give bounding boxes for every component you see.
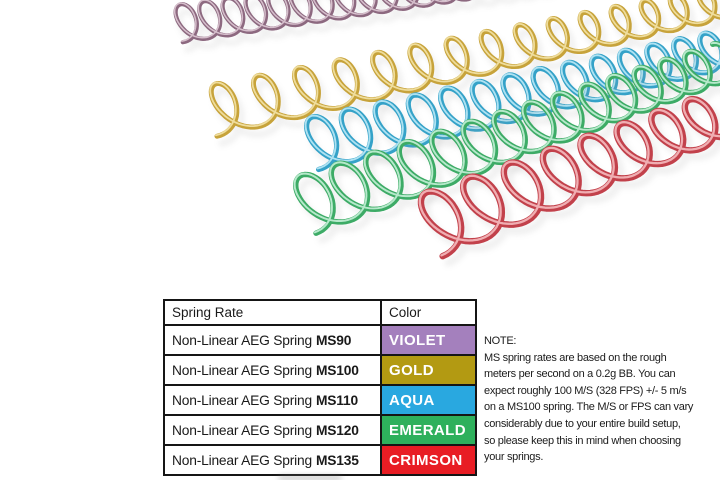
model-name: MS90: [315, 332, 352, 348]
color-name-label: EMERALD: [389, 421, 466, 439]
model-name: MS110: [315, 392, 358, 408]
model-name: MS135: [315, 452, 359, 468]
color-swatch-aqua: AQUA: [380, 384, 477, 416]
model-name: MS100: [315, 362, 359, 378]
note-block: NOTE: MS spring rates are based on the r…: [484, 333, 720, 466]
gold-spring: [208, 0, 720, 147]
color-swatch-gold: GOLD: [380, 354, 477, 386]
table-row: Non-Linear AEG Spring MS135 CRIMSON: [163, 444, 477, 476]
rate-cell-ms120: Non-Linear AEG Spring MS120: [163, 414, 382, 446]
table-row: Non-Linear AEG Spring MS100 GOLD: [163, 354, 477, 386]
header-color: Color: [380, 299, 477, 326]
table-header-row: Spring Rate Color: [163, 299, 477, 326]
color-swatch-violet: VIOLET: [380, 324, 477, 356]
note-body: MS spring rates are based on the rough m…: [484, 351, 694, 464]
color-swatch-emerald: EMERALD: [380, 414, 477, 446]
header-spring-rate: Spring Rate: [163, 299, 382, 326]
product-name: Non-Linear AEG Spring: [172, 392, 312, 408]
crimson-spring: [417, 86, 720, 267]
table-row: Non-Linear AEG Spring MS90 VIOLET: [163, 324, 477, 356]
color-name-label: AQUA: [389, 391, 435, 409]
product-name: Non-Linear AEG Spring: [172, 332, 312, 348]
springs-photo: [173, 0, 720, 267]
springs-photo-svg: [173, 0, 720, 267]
rate-cell-ms100: Non-Linear AEG Spring MS100: [163, 354, 382, 386]
rate-cell-ms90: Non-Linear AEG Spring MS90: [163, 324, 382, 356]
note-heading: NOTE:: [484, 335, 517, 347]
table-row: Non-Linear AEG Spring MS120 EMERALD: [163, 414, 477, 446]
violet-spring: [173, 0, 564, 53]
product-name: Non-Linear AEG Spring: [172, 362, 312, 378]
color-name-label: CRIMSON: [389, 451, 463, 469]
model-name: MS120: [315, 422, 359, 438]
spring-rate-table: Spring Rate Color Non-Linear AEG Spring M…: [163, 299, 477, 476]
table-row: Non-Linear AEG Spring MS110 AQUA: [163, 384, 477, 416]
color-name-label: GOLD: [389, 361, 434, 379]
cropped-shadow-smudge: [278, 475, 342, 480]
product-name: Non-Linear AEG Spring: [172, 452, 312, 468]
color-swatch-crimson: CRIMSON: [380, 444, 477, 476]
color-name-label: VIOLET: [389, 331, 446, 349]
rate-cell-ms110: Non-Linear AEG Spring MS110: [163, 384, 382, 416]
rate-cell-ms135: Non-Linear AEG Spring MS135: [163, 444, 382, 476]
product-name: Non-Linear AEG Spring: [172, 422, 312, 438]
